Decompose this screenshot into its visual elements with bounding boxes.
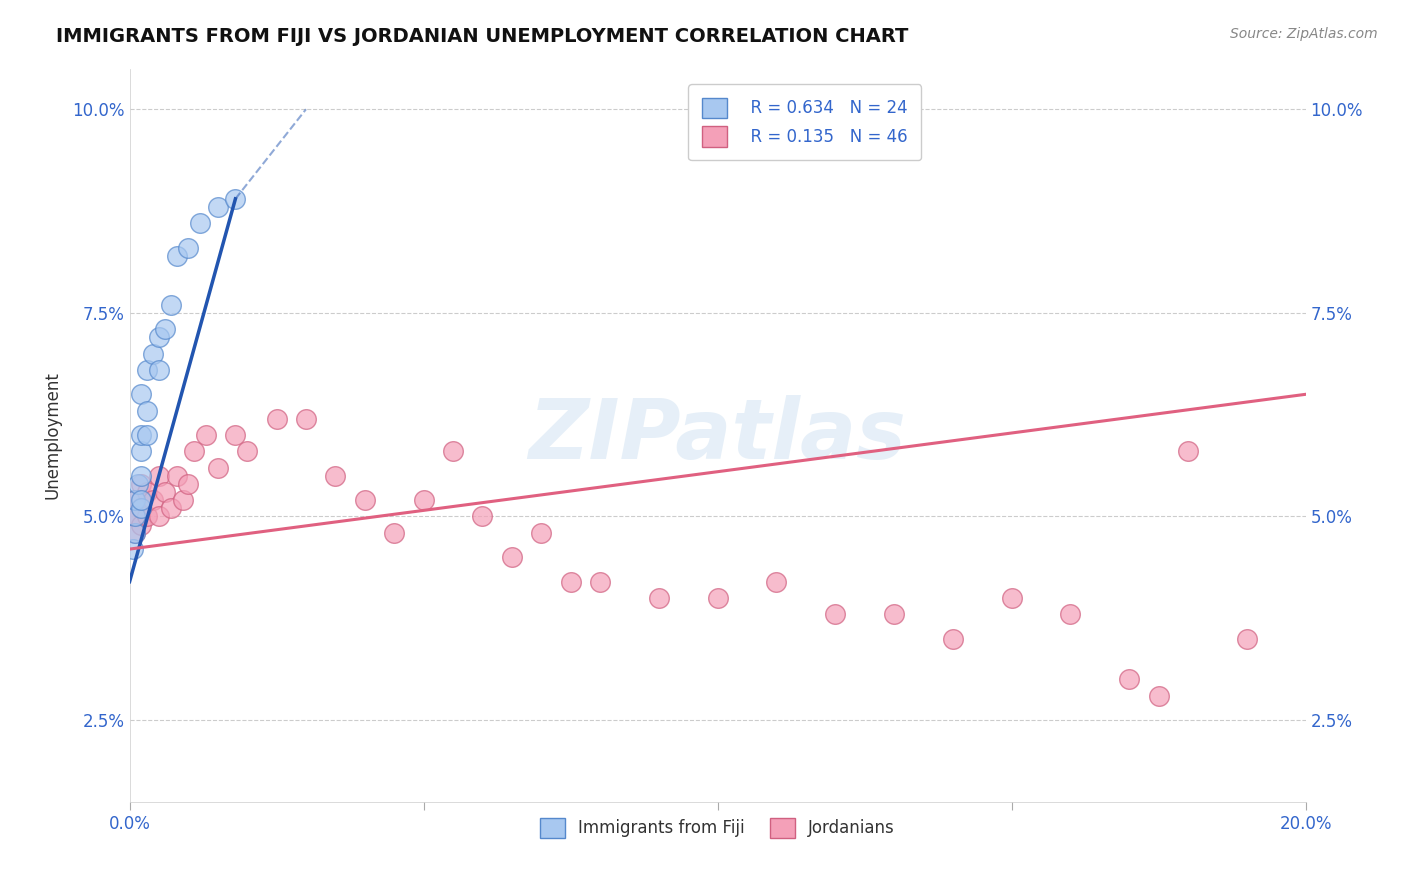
Point <box>131 477 153 491</box>
Point <box>325 468 347 483</box>
Point <box>121 542 143 557</box>
Point <box>131 387 153 401</box>
Point <box>153 322 176 336</box>
Point <box>824 607 846 622</box>
Point <box>177 477 200 491</box>
Point <box>382 525 405 540</box>
Point <box>441 444 464 458</box>
Point <box>224 428 246 442</box>
Point <box>471 509 494 524</box>
Point <box>131 444 153 458</box>
Point <box>765 574 787 589</box>
Point <box>501 550 523 565</box>
Point <box>706 591 728 605</box>
Text: Source: ZipAtlas.com: Source: ZipAtlas.com <box>1230 27 1378 41</box>
Point <box>159 298 181 312</box>
Point <box>236 444 259 458</box>
Point <box>124 509 146 524</box>
Point <box>1118 673 1140 687</box>
Point <box>131 493 153 508</box>
Point <box>131 468 153 483</box>
Text: IMMIGRANTS FROM FIJI VS JORDANIAN UNEMPLOYMENT CORRELATION CHART: IMMIGRANTS FROM FIJI VS JORDANIAN UNEMPL… <box>56 27 908 45</box>
Point <box>131 428 153 442</box>
Point <box>183 444 205 458</box>
Point <box>131 517 153 532</box>
Point <box>148 330 170 344</box>
Point <box>1059 607 1081 622</box>
Point <box>124 525 146 540</box>
Point <box>136 363 159 377</box>
Point <box>148 468 170 483</box>
Point <box>589 574 612 589</box>
Point <box>153 485 176 500</box>
Point <box>148 363 170 377</box>
Point <box>648 591 671 605</box>
Point <box>142 493 165 508</box>
Point <box>1236 632 1258 646</box>
Point <box>121 509 143 524</box>
Point <box>224 192 246 206</box>
Point <box>177 241 200 255</box>
Point <box>207 200 229 214</box>
Point <box>136 485 159 500</box>
Point <box>883 607 905 622</box>
Point <box>942 632 965 646</box>
Point <box>266 411 288 425</box>
Point <box>1000 591 1022 605</box>
Point <box>166 468 188 483</box>
Point <box>124 493 146 508</box>
Point <box>136 509 159 524</box>
Point <box>127 477 149 491</box>
Point <box>172 493 194 508</box>
Point <box>142 346 165 360</box>
Point <box>188 216 211 230</box>
Point <box>412 493 434 508</box>
Point <box>124 493 146 508</box>
Point <box>166 249 188 263</box>
Point <box>295 411 318 425</box>
Point <box>560 574 582 589</box>
Point <box>353 493 375 508</box>
Point <box>530 525 553 540</box>
Point <box>195 428 218 442</box>
Point <box>131 501 153 516</box>
Point <box>136 403 159 417</box>
Y-axis label: Unemployment: Unemployment <box>44 371 60 499</box>
Point <box>159 501 181 516</box>
Point <box>124 509 146 524</box>
Legend: Immigrants from Fiji, Jordanians: Immigrants from Fiji, Jordanians <box>533 811 901 845</box>
Point <box>207 460 229 475</box>
Point <box>136 428 159 442</box>
Point <box>124 525 146 540</box>
Point <box>131 501 153 516</box>
Point <box>148 509 170 524</box>
Text: ZIPatlas: ZIPatlas <box>529 394 907 475</box>
Point <box>1177 444 1199 458</box>
Point <box>1147 689 1170 703</box>
